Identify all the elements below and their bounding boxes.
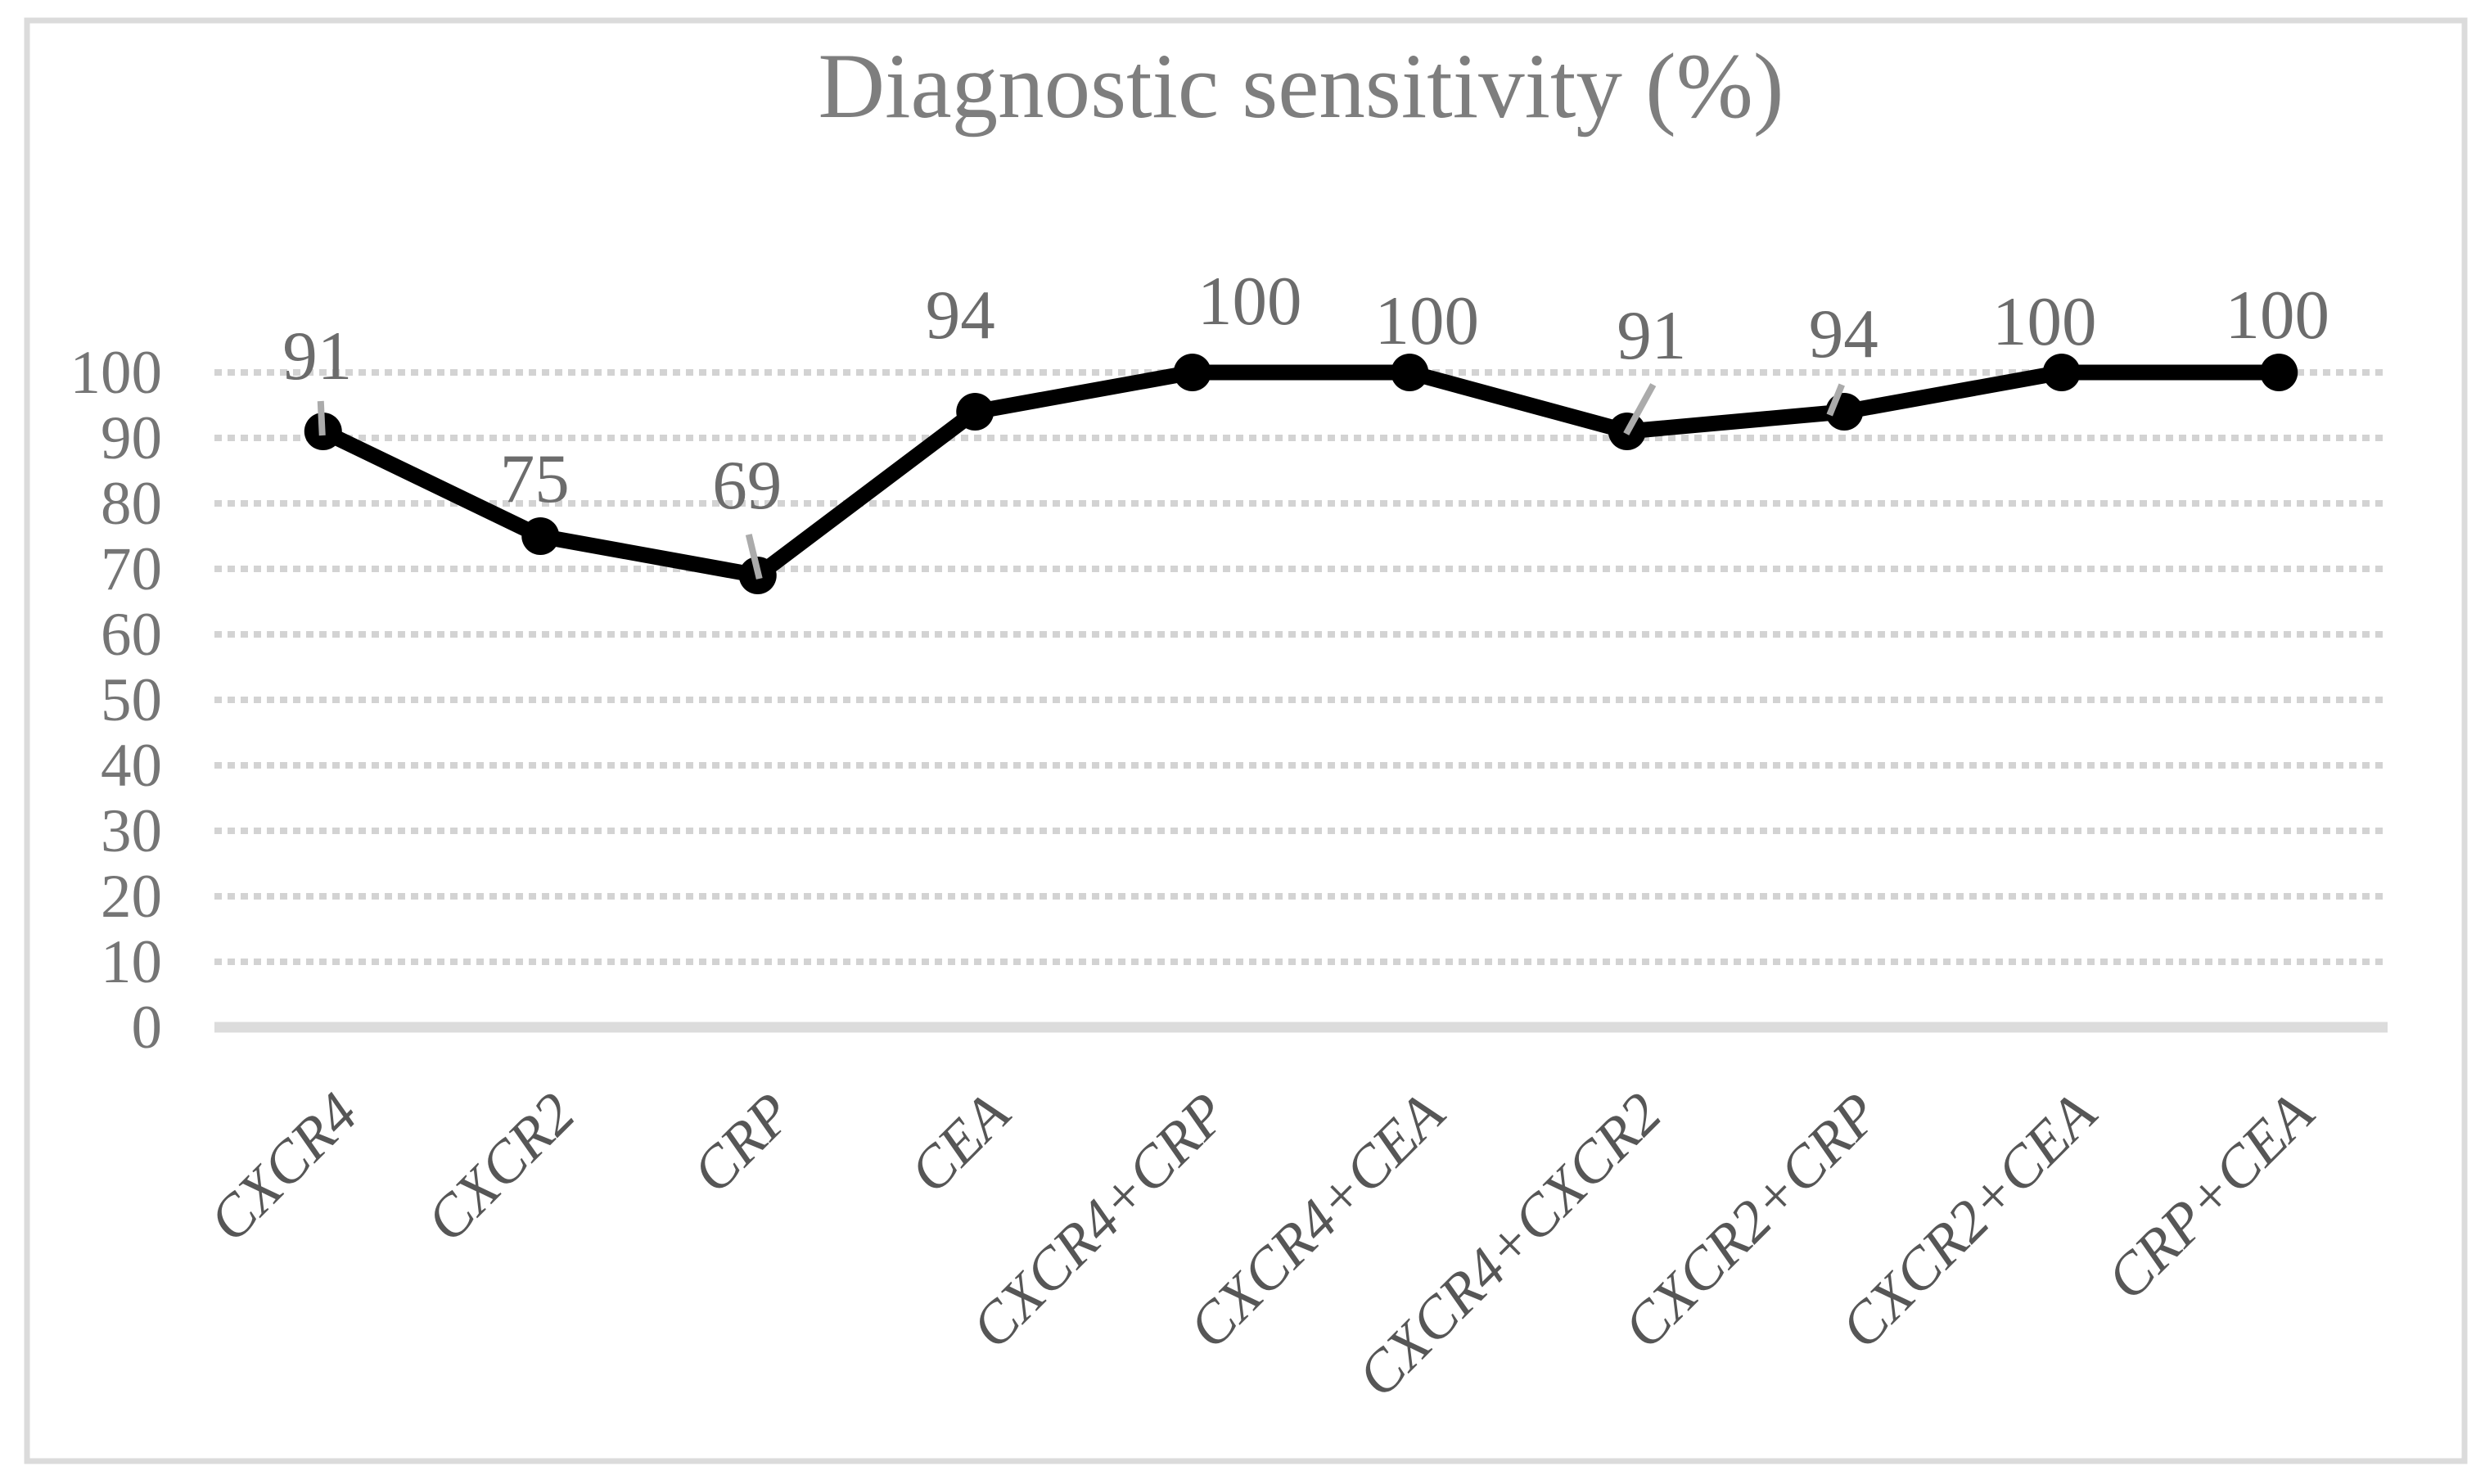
data-label: 100 [1375,282,1480,359]
data-label-leader-line [745,534,763,580]
y-tick-label: 20 [101,863,162,931]
data-point-marker [1173,354,1211,391]
data-point-marker [2042,354,2081,391]
data-label: 91 [282,318,352,395]
y-tick-label: 90 [101,404,162,472]
data-label-leader-line [317,400,326,436]
data-label: 94 [1809,295,1878,372]
data-label: 100 [1992,283,2097,360]
data-label: 75 [500,440,570,517]
data-label: 69 [712,447,782,524]
y-tick-label: 100 [70,339,163,407]
y-tick-label: 40 [101,732,162,800]
y-tick-label: 30 [101,797,162,865]
y-tick-label: 80 [101,470,162,538]
y-tick-label: 0 [132,994,163,1062]
data-point-marker [956,393,994,431]
y-tick-label: 50 [101,666,162,734]
y-tick-label: 70 [101,535,162,603]
data-label-leader-line [1826,383,1845,417]
data-label: 94 [926,277,995,354]
data-label: 91 [1617,297,1686,374]
y-tick-label: 60 [101,601,162,669]
data-label: 100 [1197,263,1302,340]
data-label: 100 [2226,277,2330,354]
y-tick-label: 10 [101,928,162,996]
chart-border [24,17,2468,1464]
data-point-marker [521,517,560,555]
data-point-marker [1391,354,1429,391]
data-point-marker [2260,354,2298,391]
series-line [315,364,2287,584]
data-label-leader-line [1623,383,1657,435]
